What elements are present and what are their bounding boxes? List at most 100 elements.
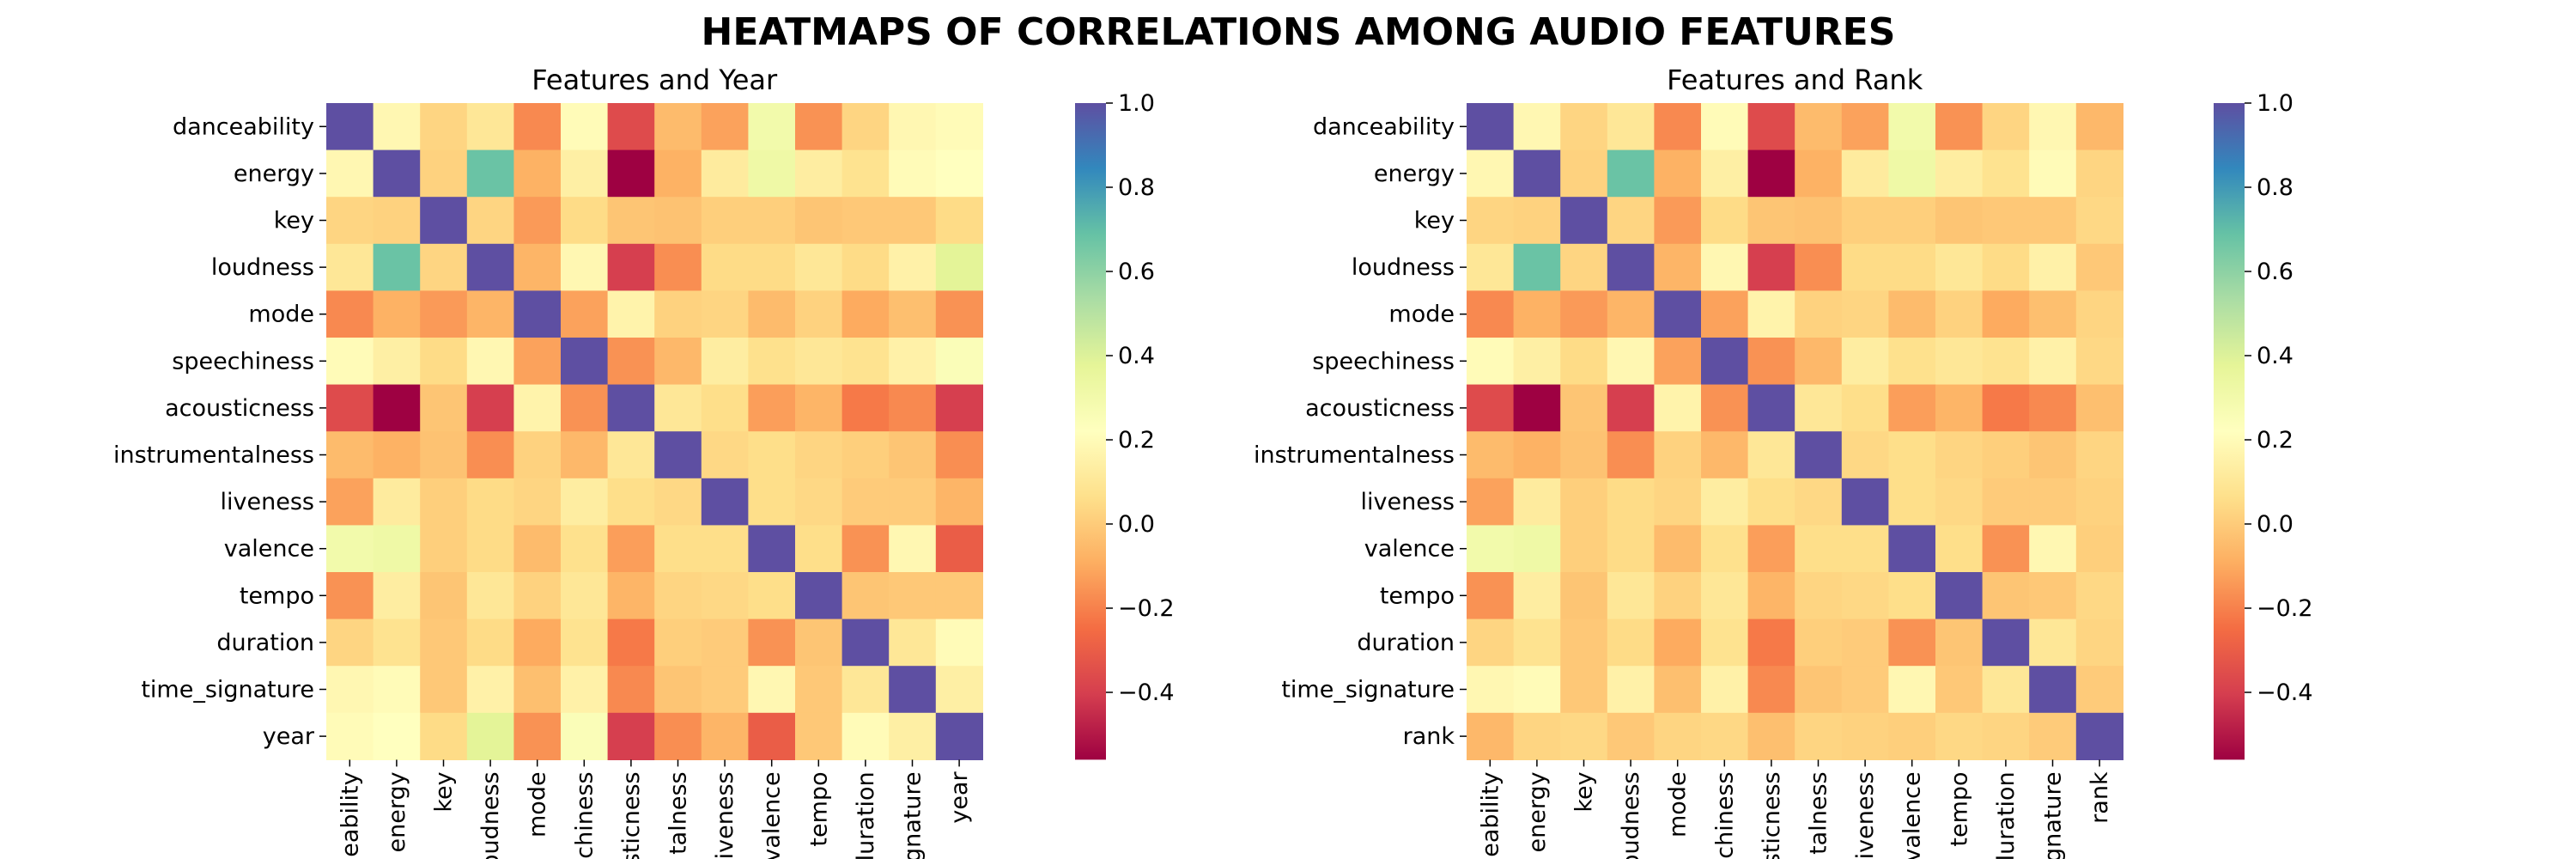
heatmap-cell — [1467, 149, 1515, 198]
heatmap-cell — [1747, 431, 1795, 479]
colorbar-tick-label: −0.2 — [2257, 595, 2313, 622]
x-tick-label: chiness — [571, 771, 598, 858]
heatmap-cell — [373, 618, 421, 667]
heatmap-cell — [420, 338, 468, 386]
heatmap-cell — [373, 478, 421, 526]
colorbar-tick-label: 0.0 — [2257, 511, 2293, 538]
heatmap-cell — [513, 149, 562, 198]
heatmap-cell — [1982, 431, 2030, 479]
heatmap-cell — [1701, 712, 1749, 760]
heatmap-cell — [1982, 618, 2030, 667]
heatmap-cell — [466, 103, 514, 151]
heatmap-cell — [1747, 666, 1795, 714]
heatmap-cell — [748, 525, 796, 573]
heatmap-cell — [889, 525, 937, 573]
heatmap-cell — [1935, 243, 1984, 291]
x-tick-label: usticness — [1759, 771, 1785, 859]
figure-suptitle: HEATMAPS OF CORRELATIONS AMONG AUDIO FEA… — [702, 10, 1896, 54]
heatmap-cell — [1982, 338, 2030, 386]
y-tick-label: energy — [1374, 161, 1455, 187]
heatmap-cell — [841, 572, 890, 620]
heatmap-cell — [1888, 197, 1936, 245]
heatmap-cell — [1841, 384, 1889, 432]
heatmap-cell — [841, 618, 890, 667]
heatmap-cell — [1747, 712, 1795, 760]
heatmap-cell — [795, 384, 843, 432]
heatmap-cell — [561, 525, 609, 573]
heatmap-cell — [1467, 197, 1515, 245]
colorbar-tick-label: −0.4 — [2257, 679, 2313, 706]
heatmap-cell — [373, 666, 421, 714]
heatmap-cell — [841, 338, 890, 386]
y-tick-label: acousticness — [165, 395, 314, 422]
heatmap-cell — [1747, 197, 1795, 245]
heatmap-cell — [373, 149, 421, 198]
heatmap-cell — [1654, 103, 1702, 151]
heatmap-cell — [1935, 290, 1984, 338]
heatmap-cell — [466, 666, 514, 714]
heatmap-cell — [1560, 572, 1608, 620]
heatmap-cell — [466, 478, 514, 526]
heatmap-cell — [1795, 149, 1843, 198]
heatmap-cell — [1795, 290, 1843, 338]
heatmap-cell — [561, 197, 609, 245]
heatmap-cell — [1935, 712, 1984, 760]
heatmap-cell — [795, 431, 843, 479]
heatmap-cell — [326, 431, 374, 479]
heatmap-cell — [1467, 666, 1515, 714]
heatmap-cell — [2029, 618, 2077, 667]
heatmap-cell — [2075, 103, 2123, 151]
heatmap-cell — [373, 525, 421, 573]
y-tick-label: valence — [1364, 536, 1455, 563]
heatmap-cell — [1982, 290, 2030, 338]
heatmap-cell — [2029, 103, 2077, 151]
heatmap-cell — [1654, 478, 1702, 526]
heatmap-cell — [1467, 712, 1515, 760]
heatmap-cell — [935, 525, 983, 573]
heatmap-cell — [841, 243, 890, 291]
heatmap-cell — [748, 572, 796, 620]
heatmap-cell — [561, 290, 609, 338]
heatmap-cell — [1513, 431, 1561, 479]
heatmap-cell — [1982, 149, 2030, 198]
heatmap-cell — [889, 338, 937, 386]
heatmap-cell — [654, 338, 702, 386]
heatmap-cell — [701, 666, 749, 714]
heatmap-cell — [1747, 572, 1795, 620]
heatmap-cell — [1795, 431, 1843, 479]
heatmap-cell — [513, 243, 562, 291]
heatmap-cell — [1888, 431, 1936, 479]
heatmap-cell — [1888, 478, 1936, 526]
heatmap-cell — [326, 338, 374, 386]
x-tick-label: oudness — [477, 771, 504, 859]
heatmap-cell — [935, 666, 983, 714]
heatmap-cell — [2075, 572, 2123, 620]
colorbar-tick-label: 1.0 — [2257, 90, 2293, 117]
heatmap-cell — [748, 149, 796, 198]
y-tick-label: acousticness — [1305, 395, 1455, 422]
heatmap-cell — [1467, 384, 1515, 432]
colorbar-tick-label: 0.6 — [2257, 259, 2293, 285]
heatmap-cell — [1654, 243, 1702, 291]
heatmap-cell — [2075, 712, 2123, 760]
heatmap-cell — [326, 384, 374, 432]
heatmap-cell — [748, 712, 796, 760]
heatmap-cell — [1560, 149, 1608, 198]
heatmap-cell — [1607, 478, 1655, 526]
y-tick-label: liveness — [1361, 489, 1455, 515]
heatmap-cell — [513, 103, 562, 151]
heatmap-cell — [513, 384, 562, 432]
heatmap-cell — [935, 712, 983, 760]
heatmap-cell — [1701, 618, 1749, 667]
heatmap-cell — [2029, 384, 2077, 432]
heatmap-cell — [1982, 478, 2030, 526]
heatmap-cell — [1935, 384, 1984, 432]
heatmap-cell — [1467, 290, 1515, 338]
heatmap-cell — [1888, 149, 1936, 198]
heatmap-cell — [841, 525, 890, 573]
y-tick-label: tempo — [1380, 582, 1455, 609]
heatmap-panel-1: Features and Year danceability energy key lo… — [113, 64, 1175, 859]
colorbar-tick-label: 1.0 — [1118, 90, 1155, 117]
y-tick-label: loudness — [211, 254, 314, 281]
